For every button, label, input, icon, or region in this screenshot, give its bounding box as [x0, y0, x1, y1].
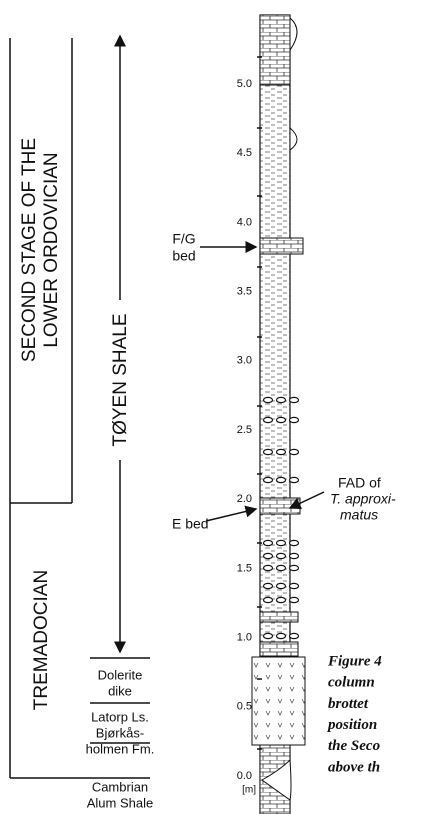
scale-tick-label: 3.0	[237, 355, 252, 367]
scale-tick-label: 2.5	[237, 424, 252, 436]
bed-label: bed	[172, 248, 195, 264]
bed-label: matus	[340, 507, 378, 523]
scale-tick-label: 4.0	[237, 216, 252, 228]
caption-line: Figure 4	[327, 653, 382, 669]
caption-line: the Seco	[328, 738, 380, 754]
stage-label: TREMADOCIAN	[31, 570, 52, 710]
scale-unit: [m]	[242, 785, 256, 796]
bed-label: F/G	[172, 231, 195, 247]
stage-label: SECOND STAGE OF THE	[19, 138, 40, 362]
caption-line: above th	[328, 759, 380, 775]
caption-line: position	[326, 717, 377, 733]
scale-tick-label: 0.5	[237, 701, 252, 713]
unit-label: holmen Fm.	[86, 741, 155, 756]
bed-label: T. approxi-	[330, 491, 396, 507]
stratigraphic-column: SECOND STAGE OF THE LOWER ORDOVICIAN TRE…	[0, 0, 433, 814]
scale-tick-label: 0.0	[237, 770, 252, 782]
bed-label: FAD of	[338, 475, 381, 491]
unit-label: Latorp Ls.	[91, 709, 149, 724]
unit-label: Dolerite	[98, 667, 143, 682]
column	[252, 15, 305, 814]
formation-label: TØYEN SHALE	[110, 313, 131, 446]
bed-label: E bed	[172, 516, 209, 532]
scale-tick-label: 1.5	[237, 562, 252, 574]
unit-label: Bjørkås-	[96, 725, 144, 740]
scale-tick-label: 3.5	[237, 286, 252, 298]
caption-line: brottet	[328, 696, 369, 712]
scale-tick-label: 2.0	[237, 493, 252, 505]
page: SECOND STAGE OF THE LOWER ORDOVICIAN TRE…	[0, 0, 433, 814]
stage-label: LOWER ORDOVICIAN	[41, 152, 62, 347]
scale-tick-label: 4.5	[237, 147, 252, 159]
scale-tick-label: 1.0	[237, 632, 252, 644]
unit-label: Alum Shale	[87, 795, 153, 810]
unit-label: Cambrian	[92, 779, 148, 794]
scale-tick-label: 5.0	[237, 78, 252, 90]
caption-line: column	[328, 675, 375, 691]
unit-label: dike	[108, 683, 132, 698]
